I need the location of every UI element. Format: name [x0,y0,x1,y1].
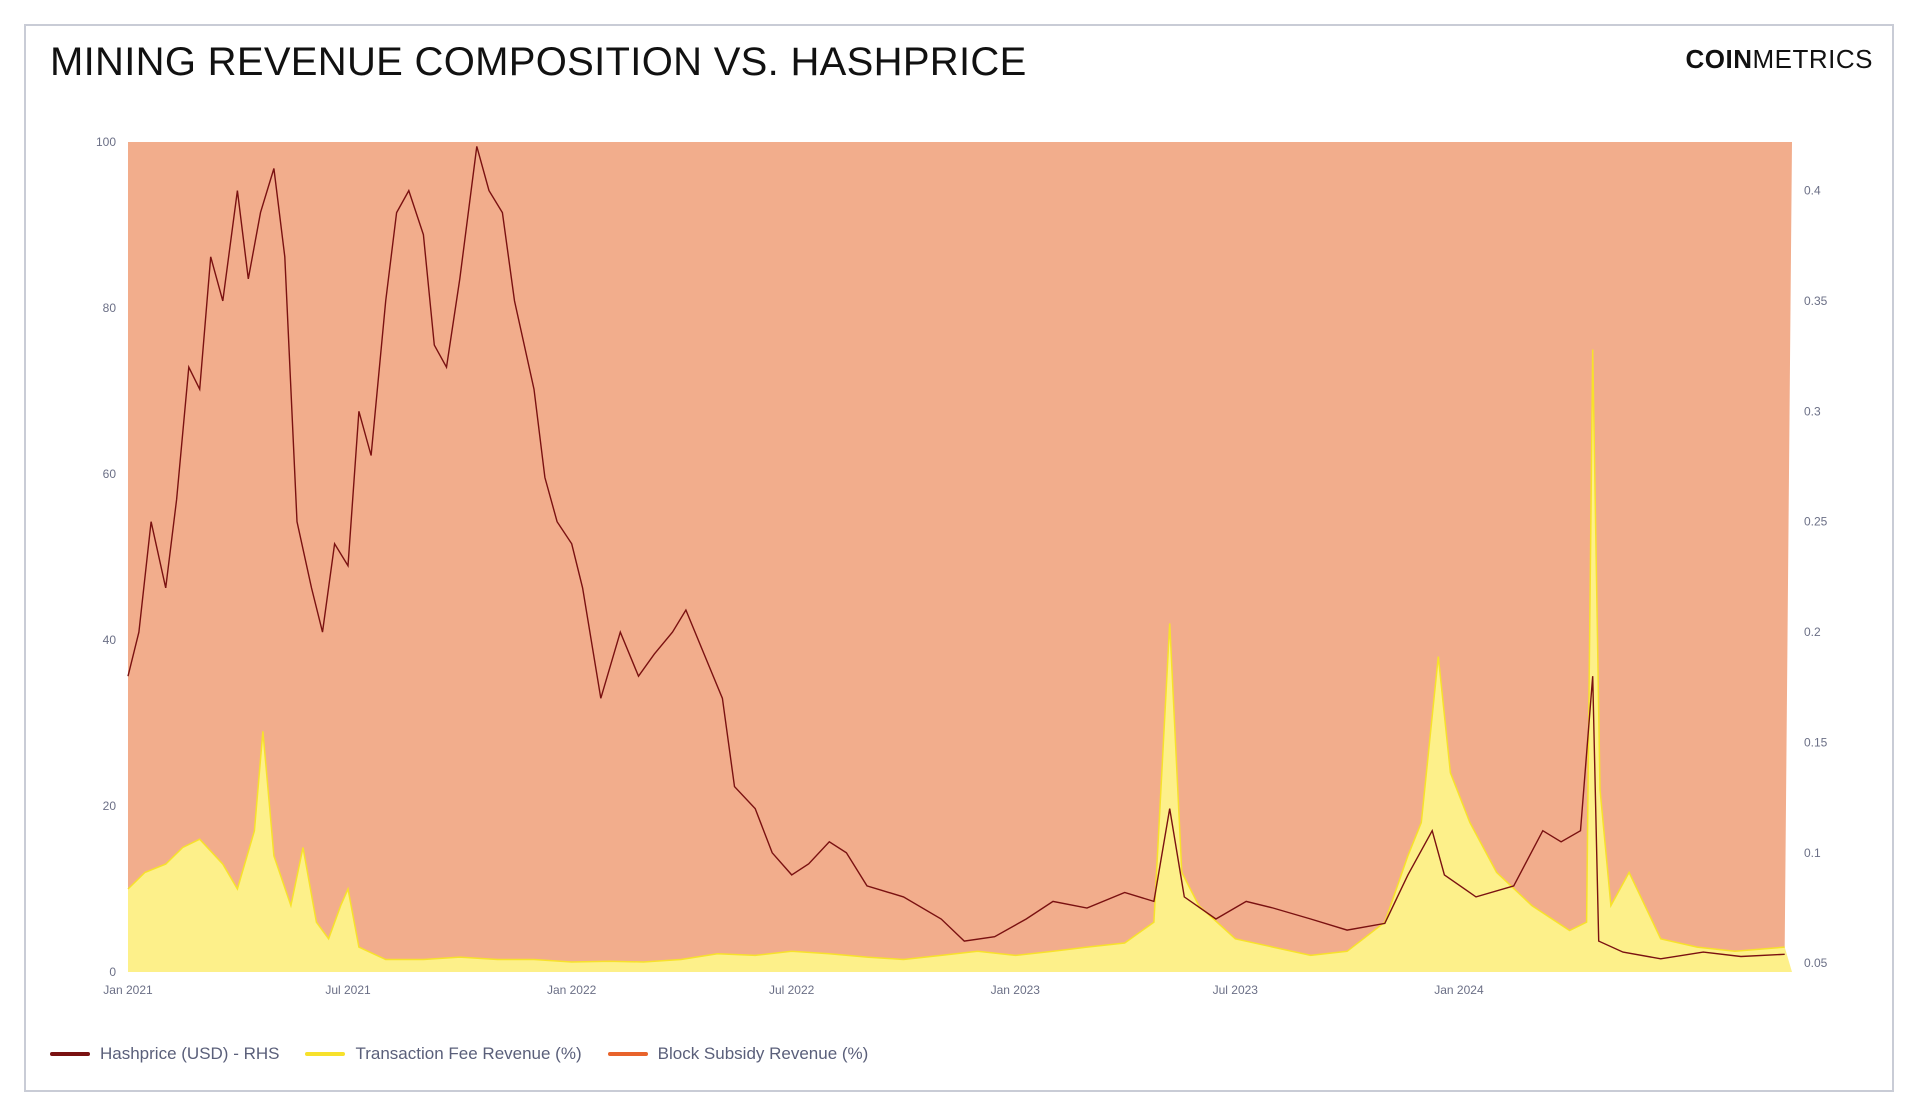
y-left-tick-label: 20 [103,799,117,813]
x-tick-label: Jan 2023 [991,983,1041,997]
y-right-tick-label: 0.3 [1804,404,1821,418]
y-right-tick-label: 0.2 [1804,625,1821,639]
fee-area [128,349,1792,972]
legend-swatch-fee [305,1052,346,1056]
y-left-tick-label: 100 [96,135,116,149]
y-right-tick-label: 0.05 [1804,956,1828,970]
fee-area-layer [127,349,1792,972]
brand-logo: COINMETRICS [1686,44,1874,75]
legend-item-subsidy[interactable]: Block Subsidy Revenue (%) [607,1044,869,1064]
y-right-tick-label: 0.15 [1804,735,1828,749]
fee-line [127,349,1785,963]
y-left-tick-label: 0 [109,965,116,979]
legend-label-subsidy: Block Subsidy Revenue (%) [657,1044,869,1063]
y-right-tick-label: 0.35 [1804,294,1828,308]
hashprice-line-layer [127,146,1785,960]
y-left-tick-label: 40 [103,633,117,647]
y-right-tick-label: 0.4 [1804,184,1821,198]
x-tick-label: Jan 2024 [1434,983,1484,997]
subsidy-area [128,142,1792,962]
legend-label-hashprice: Hashprice (USD) - RHS [100,1044,280,1063]
y-left-tick-label: 80 [103,301,117,315]
legend-swatch-hashprice [50,1052,90,1056]
legend-item-fee[interactable]: Transaction Fee Revenue (%) [305,1044,582,1064]
y-right-tick-label: 0.1 [1804,846,1821,860]
x-tick-label: Jul 2023 [1213,983,1259,997]
legend-label-fee: Transaction Fee Revenue (%) [355,1044,582,1063]
legend-swatch-subsidy [607,1052,648,1056]
hashprice-line [127,146,1785,960]
axis-layer: 0 20 40 60 80 100 0.05 0.1 0.15 0.2 0.25 0.3 0.35 0.4… [96,135,1828,997]
chart-title: MINING REVENUE COMPOSITION VS. HASHPRICE [50,40,1027,84]
y-right-tick-label: 0.25 [1804,515,1828,529]
x-tick-label: Jul 2021 [325,983,371,997]
x-tick-label: Jan 2021 [103,983,153,997]
x-tick-label: Jul 2022 [769,983,815,997]
subsidy-area-layer [128,142,1792,962]
brand-logo-light: METRICS [1752,44,1873,74]
x-tick-label: Jan 2022 [547,983,597,997]
brand-logo-bold: COIN [1685,44,1753,74]
y-left-tick-label: 60 [103,467,117,481]
chart-legend: Hashprice (USD) - RHS Transaction Fee Re… [50,1044,868,1064]
legend-item-hashprice[interactable]: Hashprice (USD) - RHS [50,1044,279,1064]
